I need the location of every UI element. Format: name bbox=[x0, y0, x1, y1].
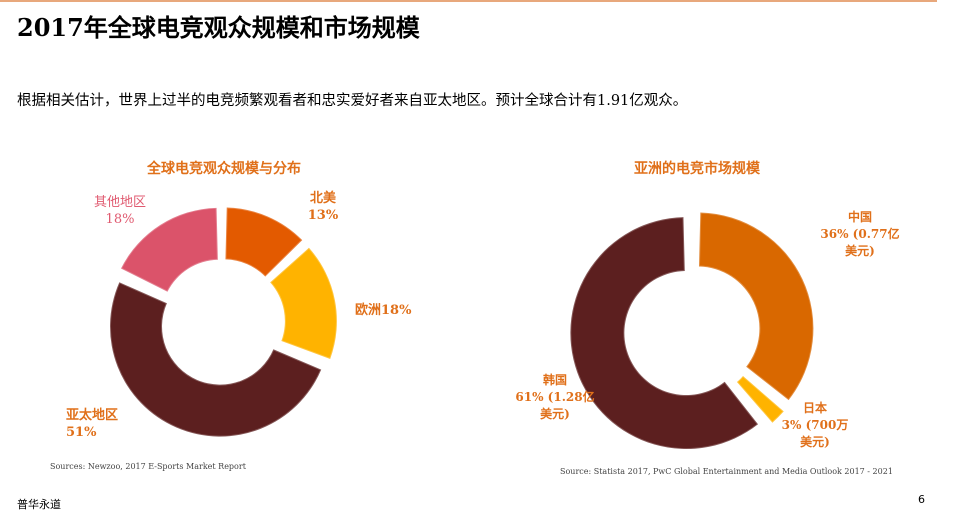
chart2-slice-2 bbox=[569, 216, 760, 450]
chart2-slice-0 bbox=[697, 211, 815, 402]
footer-brand: 普华永道 bbox=[17, 498, 61, 511]
page-number: 6 bbox=[918, 493, 925, 506]
chart2-slice-1 bbox=[735, 374, 786, 425]
label-japan: 日本 3% (700万 美元) bbox=[781, 401, 849, 449]
chart1-slice-0 bbox=[224, 206, 304, 279]
intro-text: 根据相关估计，世界上过半的电竞频繁观看者和忠实爱好者来自亚太地区。预计全球合计有… bbox=[17, 93, 688, 109]
chart1-slice-1 bbox=[268, 246, 338, 361]
label-china: 中国 36% (0.77亿 美元) bbox=[820, 210, 900, 258]
label-asia-pacific: 亚太地区 51% bbox=[66, 408, 119, 440]
label-other: 其他地区 18% bbox=[93, 195, 146, 227]
chart1-slice-2 bbox=[109, 280, 323, 438]
chart1-title: 全球电竞观众规模与分布 bbox=[147, 161, 301, 177]
page-title: 2017年全球电竞观众规模和市场规模 bbox=[17, 13, 420, 42]
label-north-america: 北美 13% bbox=[307, 191, 339, 223]
label-europe: 欧洲18% bbox=[355, 303, 412, 318]
chart2-source: Source: Statista 2017, PwC Global Entert… bbox=[560, 467, 893, 476]
chart1-source: Sources: Newzoo, 2017 E-Sports Market Re… bbox=[50, 462, 246, 471]
top-accent-line bbox=[0, 0, 937, 2]
chart2-title: 亚洲的电竞市场规模 bbox=[634, 161, 760, 177]
chart1-slice-3 bbox=[119, 206, 219, 294]
label-korea: 韩国 61% (1.28亿 美元) bbox=[515, 373, 595, 421]
